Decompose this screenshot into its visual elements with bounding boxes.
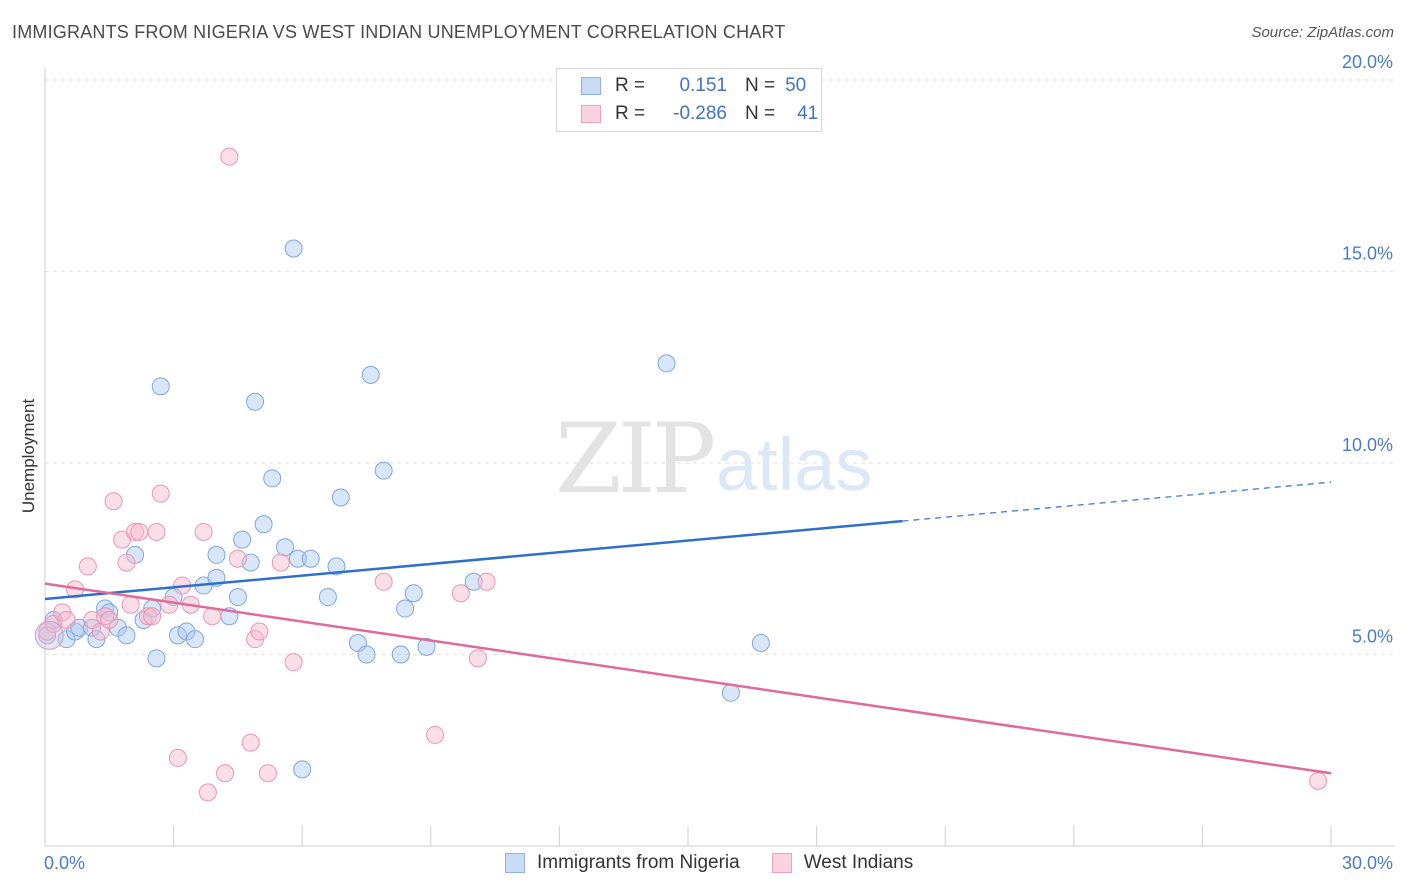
point-westindian [126, 522, 145, 541]
watermark-zip: ZIP [555, 403, 714, 515]
point-nigeria [361, 365, 380, 384]
point-nigeria [233, 530, 252, 549]
point-nigeria [263, 469, 282, 488]
point-nigeria [38, 626, 57, 645]
point-westindian [121, 595, 140, 614]
legend-r-label: R = [615, 103, 646, 124]
point-nigeria [207, 545, 226, 564]
point-westindian [160, 595, 179, 614]
chart-title: IMMIGRANTS FROM NIGERIA VS WEST INDIAN U… [12, 22, 786, 42]
legend-r-label: R = [615, 75, 646, 96]
point-nigeria [751, 634, 770, 653]
point-nigeria [284, 239, 303, 258]
legend-swatch-westindian [771, 853, 792, 873]
point-nigeria [417, 637, 436, 656]
point-westindian [104, 492, 123, 511]
legend-r-value: -0.286 [673, 103, 727, 124]
legend-n-value: 41 [797, 103, 819, 124]
legend-swatch-nigeria [581, 77, 601, 95]
point-westindian [147, 522, 166, 541]
trend-line-nigeria [44, 519, 903, 601]
legend-item-nigeria: Immigrants from Nigeria [505, 852, 740, 874]
point-nigeria [374, 461, 393, 480]
point-westindian [477, 572, 496, 591]
watermark: ZIP atlas [555, 403, 872, 515]
legend-r-value: 0.151 [679, 75, 727, 96]
point-westindian [198, 783, 217, 802]
legend-swatch-nigeria [505, 853, 525, 873]
point-westindian [151, 484, 170, 503]
point-westindian [143, 607, 162, 626]
watermark-atlas: atlas [716, 423, 872, 506]
point-westindian [258, 764, 277, 783]
point-nigeria [293, 760, 312, 779]
stats-legend: R = 0.151 N = 50 R = -0.286 N = 41 [556, 68, 822, 132]
legend-n-label: N = [745, 103, 776, 124]
point-nigeria [186, 630, 205, 649]
legend-item-westindian: West Indians [771, 852, 914, 874]
point-nigeria [254, 515, 273, 534]
trend-line-westindian [44, 582, 1332, 775]
point-westindian [216, 764, 235, 783]
point-westindian [194, 522, 213, 541]
point-westindian [228, 549, 247, 568]
x-tick-label: 0.0% [44, 853, 85, 873]
point-nigeria [327, 557, 346, 576]
source-label: Source: ZipAtlas.com [1251, 24, 1394, 41]
series-legend: Immigrants from Nigeria West Indians [505, 852, 945, 874]
point-nigeria [331, 488, 350, 507]
point-nigeria [301, 549, 320, 568]
point-westindian [168, 748, 187, 767]
y-tick-label: 5.0% [1352, 627, 1393, 647]
point-westindian [38, 622, 57, 641]
point-westindian [284, 653, 303, 672]
trend-line-nigeria-extension [902, 481, 1332, 522]
point-nigeria [151, 377, 170, 396]
point-westindian [78, 557, 97, 576]
y-tick-label: 15.0% [1342, 244, 1393, 264]
point-nigeria [464, 572, 483, 591]
legend-label-nigeria: Immigrants from Nigeria [537, 852, 740, 873]
point-nigeria [246, 392, 265, 411]
point-nigeria [228, 588, 247, 607]
point-cluster [34, 620, 64, 650]
point-westindian [100, 611, 119, 630]
legend-row-nigeria: R = 0.151 N = 50 [581, 73, 806, 99]
legend-n-value: 50 [785, 75, 807, 96]
point-westindian [130, 522, 149, 541]
point-nigeria [657, 354, 676, 373]
point-nigeria [83, 618, 102, 637]
point-nigeria [357, 645, 376, 664]
point-nigeria [288, 549, 307, 568]
point-westindian [426, 725, 445, 744]
legend-swatch-westindian [581, 105, 601, 123]
point-nigeria [168, 626, 187, 645]
point-nigeria [147, 649, 166, 668]
legend-row-westindian: R = -0.286 N = 41 [581, 101, 818, 127]
point-westindian [250, 622, 269, 641]
x-tick-label: 30.0% [1342, 853, 1393, 873]
point-westindian [468, 649, 487, 668]
legend-label-westindian: West Indians [803, 852, 914, 873]
point-westindian [220, 147, 239, 166]
point-nigeria [318, 588, 337, 607]
point-westindian [57, 611, 76, 630]
point-westindian [1309, 771, 1328, 790]
point-nigeria [396, 599, 415, 618]
legend-n-label: N = [745, 75, 776, 96]
axes [44, 68, 1395, 847]
point-nigeria [117, 626, 136, 645]
point-westindian [271, 553, 290, 572]
point-westindian [374, 572, 393, 591]
point-westindian [451, 584, 470, 603]
point-westindian [138, 607, 157, 626]
y-tick-label: 10.0% [1342, 435, 1393, 455]
point-westindian [241, 733, 260, 752]
point-nigeria [391, 645, 410, 664]
y-axis-label: Unemployment [19, 399, 38, 514]
y-tick-label: 20.0% [1342, 52, 1393, 72]
point-westindian [117, 553, 136, 572]
point-nigeria [404, 584, 423, 603]
